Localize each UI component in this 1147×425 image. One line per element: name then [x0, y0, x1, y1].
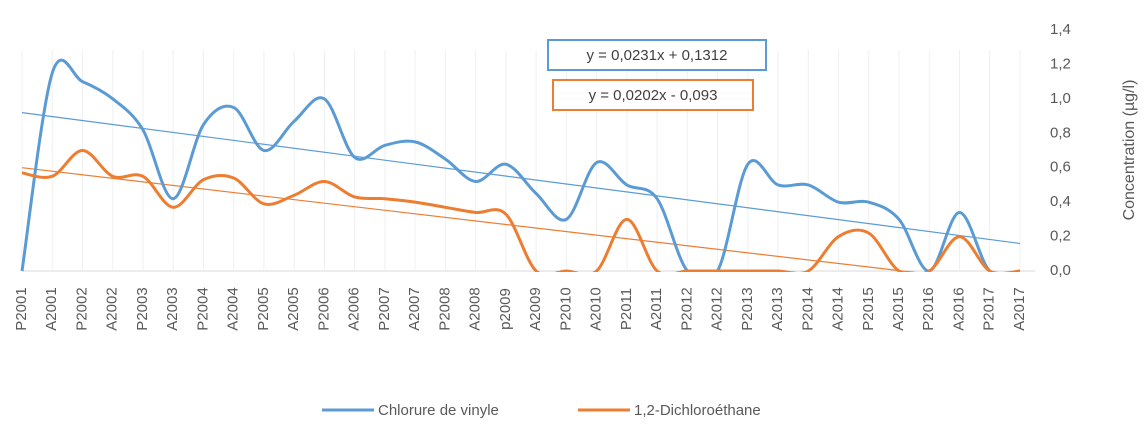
x-tick-label: A2005 — [285, 287, 302, 330]
y-tick-label: 0,2 — [1050, 228, 1071, 245]
x-tick-label: P2003 — [134, 287, 151, 330]
x-tick-label: P2005 — [255, 287, 272, 330]
x-tick-label: P2016 — [920, 287, 937, 330]
x-tick-label: A2002 — [104, 287, 121, 330]
x-tick-label: P2008 — [436, 287, 453, 330]
x-tick-label: A2015 — [890, 287, 907, 330]
x-tick-label: p2009 — [497, 288, 514, 330]
series-line — [21, 148, 1021, 272]
y-tick-label: 1,2 — [1050, 55, 1071, 72]
x-tick-label: P2010 — [557, 287, 574, 330]
x-tick-label: A2013 — [769, 287, 786, 330]
x-tick-label: P2011 — [618, 288, 635, 330]
y-tick-label: 0,0 — [1050, 262, 1071, 279]
x-tick-label: A2014 — [830, 287, 847, 330]
y-tick-label: 1,4 — [1050, 21, 1071, 38]
x-tick-label: A2011 — [648, 288, 665, 330]
equation-box — [552, 79, 754, 111]
equation-label: y = 0,0231x + 0,1312 — [587, 47, 728, 64]
trendline — [21, 167, 917, 272]
y-tick-label: 0,4 — [1050, 193, 1071, 210]
x-tick-label: A2001 — [43, 287, 60, 330]
x-tick-label: A2016 — [950, 287, 967, 330]
x-tick-label: A2012 — [709, 287, 726, 330]
legend-label: Chlorure de vinyle — [378, 402, 499, 419]
x-tick-label: A2007 — [406, 287, 423, 330]
x-tick-label: P2014 — [799, 287, 816, 330]
x-tick-label: A2009 — [527, 287, 544, 330]
x-tick-label: A2006 — [346, 287, 363, 330]
series-line — [20, 58, 1021, 272]
x-tick-label: A2004 — [225, 287, 242, 330]
equation-box — [547, 39, 767, 71]
x-tick-label: P2004 — [194, 287, 211, 330]
x-tick-label: A2008 — [467, 287, 484, 330]
equation-label: y = 0,0202x - 0,093 — [589, 87, 718, 104]
x-tick-label: P2001 — [13, 287, 30, 330]
legend-label: 1,2-Dichloroéthane — [634, 402, 761, 419]
y-tick-label: 1,0 — [1050, 90, 1071, 107]
x-tick-label: P2002 — [73, 287, 90, 330]
x-tick-label: P2013 — [739, 287, 756, 330]
y-tick-label: 0,6 — [1050, 159, 1071, 176]
x-tick-label: P2007 — [376, 287, 393, 330]
x-tick-label: A2003 — [164, 287, 181, 330]
x-tick-label: P2012 — [678, 287, 695, 330]
x-tick-label: P2015 — [860, 287, 877, 330]
x-tick-label: P2006 — [315, 287, 332, 330]
x-tick-label: A2010 — [588, 287, 605, 330]
y-axis-label: Concentration (µg/l) — [1121, 80, 1138, 221]
y-tick-label: 0,8 — [1050, 124, 1071, 141]
x-tick-label: P2017 — [981, 287, 998, 330]
plot — [20, 58, 1021, 272]
x-tick-label: A2017 — [1011, 287, 1028, 330]
